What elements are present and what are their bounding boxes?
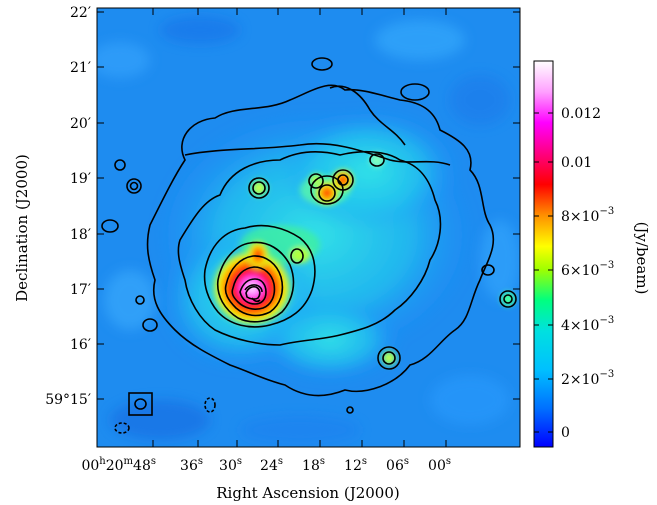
contour-7 xyxy=(239,278,267,305)
plot-frame xyxy=(96,7,521,448)
colorbar-tick-label: 2×10−3 xyxy=(561,369,614,388)
x-tick-label: 30s xyxy=(219,456,242,474)
colorbar-tick-labels: 0.012 0.01 8×10−3 6×10−3 4×10−3 2×10−3 0 xyxy=(561,106,614,441)
contour-src-d xyxy=(308,173,324,189)
y-tick-label: 20′ xyxy=(70,116,91,132)
contour-blob-3 xyxy=(481,264,495,276)
background-noise xyxy=(97,16,520,444)
contour-inner-spots xyxy=(244,284,263,303)
contour-6 xyxy=(231,266,276,310)
contour-blob-9 xyxy=(204,397,216,413)
contour-outer xyxy=(146,84,495,397)
colorbar-tick-label: 0.012 xyxy=(561,106,601,122)
contour-src-f xyxy=(499,290,517,308)
contour-4 xyxy=(216,241,295,323)
y-tick-marks xyxy=(97,11,520,400)
x-tick-label: 36s xyxy=(180,456,203,474)
x-tick-label: 06s xyxy=(386,456,409,474)
contour-src-g-inner xyxy=(129,181,139,191)
contour-2 xyxy=(177,150,442,346)
colorbar-tick-label: 4×10−3 xyxy=(561,315,614,334)
colorbar-tick-label: 8×10−3 xyxy=(561,206,614,225)
colorbar-tick-label: 6×10−3 xyxy=(561,260,614,279)
y-tick-label: 19′ xyxy=(70,171,91,187)
x-tick-marks xyxy=(152,8,447,447)
x-tick-label: 18s xyxy=(302,456,325,474)
contour-blob-1 xyxy=(290,248,304,264)
x-axis-title: Right Ascension (J2000) xyxy=(216,484,399,502)
colorbar-gradient xyxy=(533,60,554,448)
colorbar-tick-label: 0 xyxy=(561,425,570,441)
y-tick-label: 18′ xyxy=(70,227,91,243)
y-tick-label: 22′ xyxy=(70,5,91,21)
y-tick-label: 59°15′ xyxy=(45,392,91,408)
contour-src-a xyxy=(248,177,270,199)
contour-blob-5 xyxy=(142,318,158,332)
y-tick-label: 16′ xyxy=(70,337,91,353)
contour-src-e xyxy=(377,346,401,370)
contour-blob-6 xyxy=(311,57,333,71)
colorbar-ticks xyxy=(534,112,553,433)
colorbar-tick-label: 0.01 xyxy=(561,155,592,171)
map-image xyxy=(97,8,520,447)
x-tick-labels: 00h20m48s 36s 30s 24s 18s 12s 06s 00s xyxy=(81,456,451,474)
contour-3 xyxy=(203,224,316,328)
contour-blob-7 xyxy=(400,83,430,101)
contour-blob-4 xyxy=(114,159,126,171)
contour-src-c-inner xyxy=(337,174,349,186)
contour-blob-10 xyxy=(114,422,130,434)
contour-5 xyxy=(224,255,284,317)
contour-src-b-inner xyxy=(318,184,336,202)
contour-blob-11 xyxy=(135,295,145,305)
x-tick-label: 12s xyxy=(344,456,367,474)
beam-box xyxy=(128,392,153,416)
colorbar-label: (Jy/beam) xyxy=(633,222,651,295)
y-tick-labels: 22′ 21′ 20′ 19′ 18′ 17′ 16′ 59°15′ xyxy=(45,5,91,408)
contour-src-c xyxy=(332,169,354,191)
contour-src-e-inner xyxy=(382,351,396,365)
contours xyxy=(101,57,517,434)
y-tick-label: 21′ xyxy=(70,60,91,76)
contour-north-ridge xyxy=(184,142,451,166)
contour-blob-8 xyxy=(346,406,354,414)
contour-blob-2 xyxy=(101,219,119,233)
x-tick-label-first: 00h20m48s xyxy=(81,456,156,474)
x-tick-label: 00s xyxy=(428,456,451,474)
contour-src-g xyxy=(126,178,142,194)
contour-8 xyxy=(245,285,261,300)
contour-src-f-inner xyxy=(503,294,513,304)
contour-src-h xyxy=(369,153,385,167)
y-tick-label: 17′ xyxy=(70,282,91,298)
y-axis-title: Declination (J2000) xyxy=(13,154,31,302)
x-tick-label: 24s xyxy=(260,456,283,474)
contour-src-a-inner xyxy=(252,181,266,195)
colorbar: 0.012 0.01 8×10−3 6×10−3 4×10−3 2×10−3 0… xyxy=(533,60,651,448)
contour-north-arc xyxy=(329,85,406,146)
